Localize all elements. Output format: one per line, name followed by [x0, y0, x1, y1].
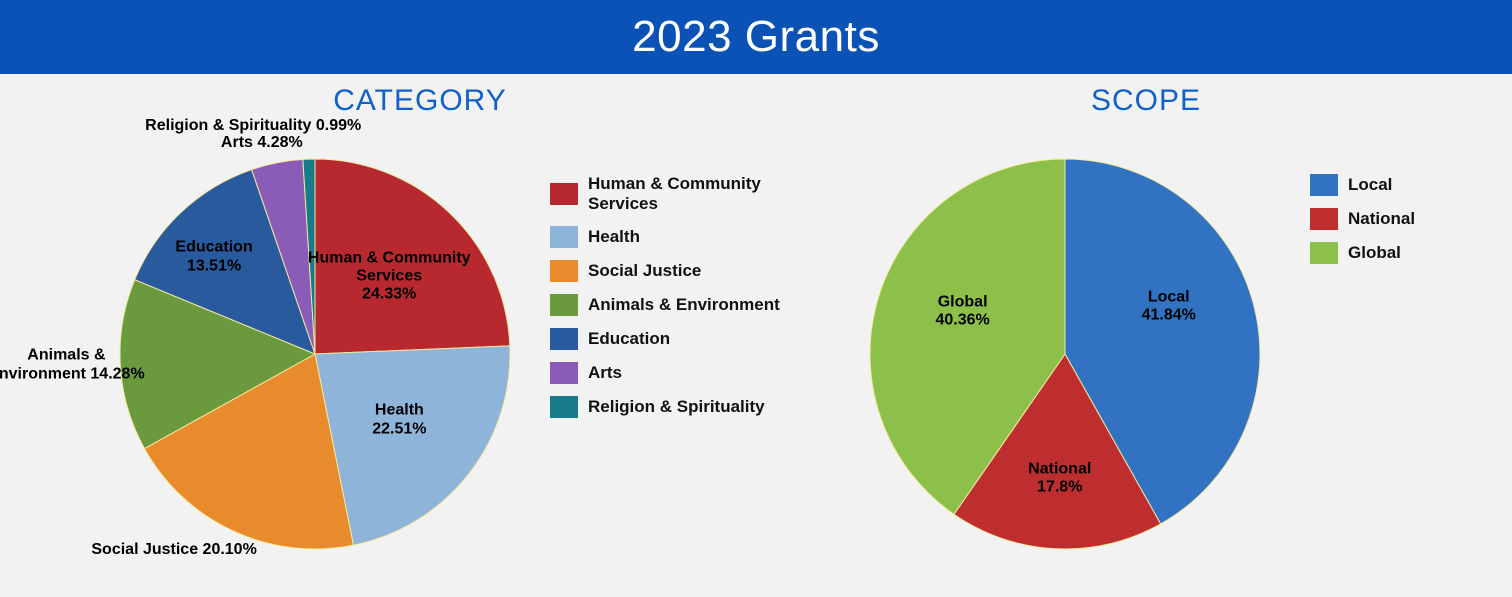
legend-swatch: [1310, 242, 1338, 264]
legend-item: Arts: [550, 362, 810, 384]
legend-item: Human & Community Services: [550, 174, 810, 214]
scope-panel: SCOPE Local41.84% National17.8% Global40.3…: [810, 74, 1482, 597]
category-panel: CATEGORY Human & CommunityServices24.33%…: [30, 74, 810, 597]
slice-label: Social Justice 20.10%: [91, 541, 256, 559]
content-area: CATEGORY Human & CommunityServices24.33%…: [0, 74, 1512, 597]
category-chart-row: Human & CommunityServices24.33% Health22.…: [30, 124, 810, 584]
slice-label: Local41.84%: [1142, 288, 1196, 325]
legend-item: Religion & Spirituality: [550, 396, 810, 418]
legend-item: Social Justice: [550, 260, 810, 282]
legend-swatch: [550, 294, 578, 316]
legend-label: Health: [588, 227, 640, 247]
scope-subtitle: SCOPE: [1091, 84, 1201, 118]
legend-label: Arts: [588, 363, 622, 383]
slice-label: Education13.51%: [175, 239, 252, 276]
legend-label: Global: [1348, 243, 1401, 263]
legend-label: Religion & Spirituality: [588, 397, 765, 417]
category-pie-chart: Human & CommunityServices24.33% Health22.…: [30, 124, 530, 584]
legend-label: Education: [588, 329, 670, 349]
scope-legend: Local National Global: [1290, 124, 1415, 264]
slice-label: Health22.51%: [372, 402, 426, 439]
legend-swatch: [550, 362, 578, 384]
slice-label: Animals &Environment 14.28%: [0, 347, 145, 384]
slice-label: Global40.36%: [935, 294, 989, 331]
legend-item: Health: [550, 226, 810, 248]
legend-label: Human & Community Services: [588, 174, 810, 214]
legend-label: National: [1348, 209, 1415, 229]
legend-label: Local: [1348, 175, 1392, 195]
legend-label: Social Justice: [588, 261, 701, 281]
slice-label: Arts 4.28%: [221, 134, 303, 152]
legend-item: Global: [1310, 242, 1415, 264]
category-legend: Human & Community Services Health Social J…: [530, 124, 810, 418]
legend-swatch: [1310, 174, 1338, 196]
legend-swatch: [550, 396, 578, 418]
legend-item: Education: [550, 328, 810, 350]
legend-swatch: [550, 226, 578, 248]
page-title: 2023 Grants: [632, 12, 880, 62]
slice-label: National17.8%: [1028, 461, 1091, 498]
page-banner: 2023 Grants: [0, 0, 1512, 74]
legend-label: Animals & Environment: [588, 295, 780, 315]
legend-swatch: [1310, 208, 1338, 230]
slice-label: Religion & Spirituality 0.99%: [145, 117, 361, 135]
category-subtitle: CATEGORY: [333, 84, 507, 118]
legend-swatch: [550, 328, 578, 350]
legend-item: Animals & Environment: [550, 294, 810, 316]
slice-label: Human & CommunityServices24.33%: [308, 249, 471, 304]
legend-item: National: [1310, 208, 1415, 230]
legend-item: Local: [1310, 174, 1415, 196]
legend-swatch: [550, 183, 578, 205]
scope-pie-chart: Local41.84% National17.8% Global40.36%: [810, 124, 1290, 584]
legend-swatch: [550, 260, 578, 282]
scope-chart-row: Local41.84% National17.8% Global40.36% Loc…: [810, 124, 1482, 584]
